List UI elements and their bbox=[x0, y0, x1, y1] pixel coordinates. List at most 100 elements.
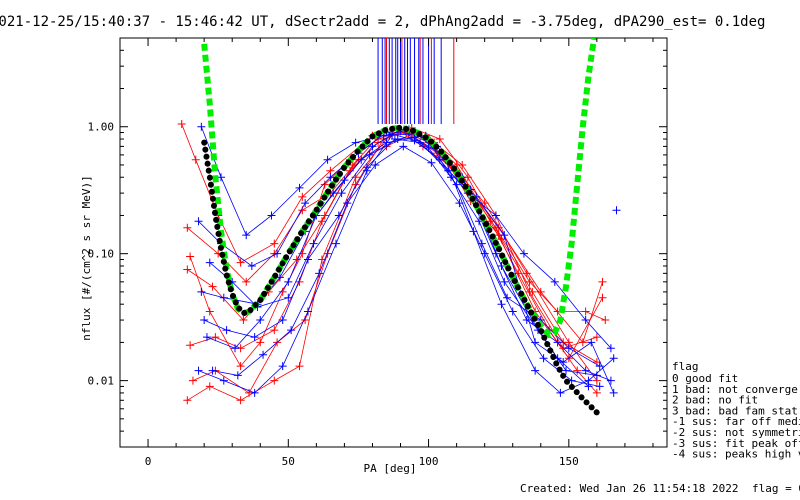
y-axis-label: nflux [#/(cm^2 s sr MeV)] bbox=[80, 175, 93, 341]
blue-measurement-point bbox=[508, 307, 517, 316]
x-tick-label: 0 bbox=[145, 455, 152, 468]
blue-measurement-point bbox=[303, 255, 312, 264]
blue-measurement-point bbox=[480, 249, 489, 258]
legend-title: flag bbox=[672, 360, 699, 373]
red-measurement-point bbox=[317, 217, 326, 226]
red-measurement-point bbox=[183, 396, 192, 405]
footer-flag: flag = 0 bbox=[752, 482, 800, 495]
blue-measurement-point bbox=[606, 344, 615, 353]
blue-measurement-point bbox=[609, 354, 618, 363]
blue-measurement-point bbox=[539, 354, 548, 363]
legend-item: 3 bad: bad fam stat bbox=[672, 404, 798, 417]
red-measurement-line bbox=[192, 127, 598, 394]
y-tick-label: 0.01 bbox=[88, 375, 115, 388]
blue-measurement-point bbox=[267, 211, 276, 220]
blue-measurement-point bbox=[424, 143, 433, 152]
blue-measurement-point bbox=[273, 249, 282, 258]
blue-measurement-point bbox=[284, 293, 293, 302]
blue-measurement-point bbox=[581, 366, 590, 375]
x-tick-label: 150 bbox=[559, 455, 579, 468]
blue-measurement-point bbox=[202, 333, 211, 342]
red-measurement-point bbox=[239, 316, 248, 325]
red-measurement-point bbox=[242, 277, 251, 286]
blue-measurement-point bbox=[334, 211, 343, 220]
red-measurement-point bbox=[581, 307, 590, 316]
footer-created: Created: Wed Jan 26 11:54:18 2022 bbox=[520, 482, 739, 495]
blue-measurement-point bbox=[587, 338, 596, 347]
y-tick-label: 0.10 bbox=[88, 248, 115, 261]
red-measurement-point bbox=[270, 239, 279, 248]
blue-measurement-point bbox=[278, 316, 287, 325]
red-measurement-point bbox=[348, 160, 357, 169]
blue-measurement-point bbox=[592, 371, 601, 380]
red-measurement-point bbox=[208, 282, 217, 291]
blue-measurement-point bbox=[242, 231, 251, 240]
blue-measurement-point bbox=[326, 173, 335, 182]
blue-measurement-point bbox=[595, 382, 604, 391]
blue-measurement-point bbox=[609, 388, 618, 397]
red-measurement-point bbox=[270, 376, 279, 385]
plot-frame bbox=[119, 37, 668, 448]
blue-measurement-point bbox=[595, 362, 604, 371]
fit-curve-black bbox=[201, 124, 600, 416]
blue-measurement-point bbox=[550, 277, 559, 286]
legend-item: 2 bad: no fit bbox=[672, 394, 758, 407]
blue-measurement-point bbox=[340, 176, 349, 185]
blue-measurement-point bbox=[427, 158, 436, 167]
blue-measurement-point bbox=[365, 150, 374, 159]
blue-measurement-point bbox=[256, 316, 265, 325]
red-measurement-point bbox=[211, 333, 220, 342]
blue-measurement-point bbox=[303, 307, 312, 316]
blue-measurement-point bbox=[477, 239, 486, 248]
red-measurement-point bbox=[236, 362, 245, 371]
legend-item: 0 good fit bbox=[672, 372, 738, 385]
blue-measurement-line bbox=[198, 132, 612, 349]
red-measurement-point bbox=[186, 341, 195, 350]
blue-measurement-point bbox=[368, 142, 377, 151]
blue-measurement-line bbox=[212, 145, 600, 387]
blue-measurement-point bbox=[399, 142, 408, 151]
x-tick-label: 100 bbox=[419, 455, 439, 468]
blue-measurement-point bbox=[491, 249, 500, 258]
blue-measurement-point bbox=[562, 366, 571, 375]
red-measurement-point bbox=[183, 223, 192, 232]
red-measurement-point bbox=[188, 376, 197, 385]
red-measurement-point bbox=[598, 293, 607, 302]
red-measurement-point bbox=[186, 252, 195, 261]
blue-measurement-point bbox=[284, 277, 293, 286]
red-measurement-point bbox=[236, 258, 245, 267]
blue-measurement-point bbox=[231, 344, 240, 353]
blue-measurement-point bbox=[452, 180, 461, 189]
blue-measurement-point bbox=[309, 239, 318, 248]
blue-measurement-point bbox=[584, 376, 593, 385]
red-measurement-point bbox=[598, 277, 607, 286]
blue-measurement-point bbox=[343, 199, 352, 208]
red-measurement-point bbox=[205, 307, 214, 316]
legend-item: -1 sus: far off medic bbox=[672, 415, 800, 428]
blue-measurement-point bbox=[362, 163, 371, 172]
blue-measurement-point bbox=[278, 362, 287, 371]
peak-markers bbox=[377, 38, 455, 124]
red-measurement-point bbox=[320, 180, 329, 189]
red-measurement-point bbox=[236, 396, 245, 405]
red-measurement-point bbox=[320, 211, 329, 220]
y-tick-label: 1.00 bbox=[88, 121, 115, 134]
x-tick-label: 50 bbox=[282, 455, 295, 468]
red-measurement-point bbox=[592, 388, 601, 397]
red-measurement-point bbox=[183, 265, 192, 274]
axes: 0 50 100 150 0.01 0.10 1.00 bbox=[88, 37, 667, 468]
legend: flag 0 good fit 1 bad: not converge 2 ba… bbox=[672, 360, 800, 461]
red-measurement-point bbox=[270, 326, 279, 335]
red-measurement-point bbox=[592, 333, 601, 342]
blue-measurement-point bbox=[219, 293, 228, 302]
blue-measurement-point bbox=[222, 326, 231, 335]
blue-measurement-point bbox=[564, 344, 573, 353]
blue-measurement-point bbox=[259, 350, 268, 359]
blue-measurement-point bbox=[200, 316, 209, 325]
red-measurement-point bbox=[601, 316, 610, 325]
red-measurement-line bbox=[181, 123, 603, 344]
red-measurement-point bbox=[298, 192, 307, 201]
fit-curve-green bbox=[201, 38, 598, 339]
blue-measurement-line bbox=[198, 133, 614, 394]
